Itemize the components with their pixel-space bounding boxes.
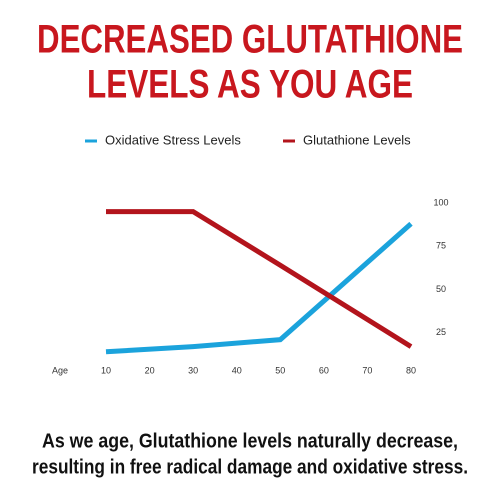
x-tick-label: 10 [101,365,111,375]
caption: resulting in free radical damage and oxi… [32,456,468,478]
x-tick-label: 30 [188,365,198,375]
x-tick-label: 50 [275,365,285,375]
y-tick-label: 75 [436,241,446,251]
line-series [105,221,413,355]
x-tick-label: 60 [319,365,329,375]
x-tick-label: 70 [362,365,372,375]
x-axis-label: Age [52,365,68,375]
legend-label: Glutathione Levels [303,132,411,147]
x-tick-label: 40 [232,365,242,375]
x-tick-label: 80 [406,365,416,375]
y-tick-label: 50 [436,284,446,294]
legend-label: Oxidative Stress Levels [105,132,241,147]
chart-title: LEVELS AS YOU AGE [87,63,413,107]
y-tick-label: 100 [433,197,448,207]
caption: As we age, Glutathione levels naturally … [42,430,458,452]
x-tick-label: 20 [145,365,155,375]
y-tick-label: 25 [436,327,446,337]
line-series [106,209,413,349]
chart-title: DECREASED GLUTATHIONE [37,18,463,62]
